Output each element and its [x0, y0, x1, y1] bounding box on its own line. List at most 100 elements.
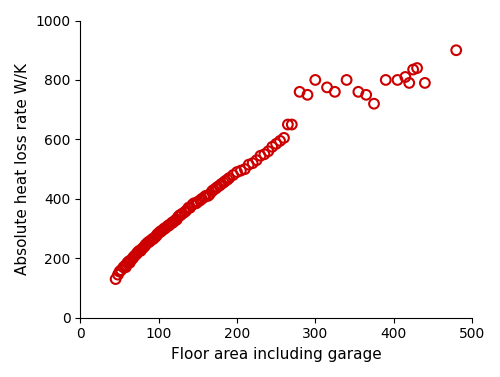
Point [139, 245, 147, 251]
Point [128, 257, 136, 263]
Point [198, 196, 206, 202]
Point [323, 84, 331, 90]
Point [134, 249, 141, 255]
Point [394, 77, 402, 83]
Point [248, 160, 256, 166]
Point [121, 263, 129, 269]
Point [264, 148, 272, 154]
Point [162, 224, 170, 230]
Point [229, 172, 237, 178]
Point [131, 252, 139, 258]
Point [160, 225, 168, 231]
Point [312, 77, 320, 83]
Point [276, 138, 284, 144]
Point [218, 181, 226, 187]
Point [233, 169, 241, 175]
Point [212, 185, 220, 192]
Point [452, 47, 460, 53]
Point [421, 80, 429, 86]
Point [200, 194, 208, 200]
Point [382, 77, 390, 83]
Point [190, 200, 198, 206]
Point [148, 236, 156, 242]
Point [221, 178, 229, 184]
Point [152, 233, 160, 239]
Point [244, 162, 252, 168]
Point [116, 269, 124, 275]
Point [133, 251, 141, 257]
Point [166, 221, 174, 227]
Point [157, 228, 165, 234]
Point [196, 197, 204, 203]
Point [120, 264, 128, 270]
Point [129, 255, 137, 261]
Point [272, 141, 280, 147]
Point [161, 225, 169, 231]
Point [184, 205, 192, 211]
Point [143, 241, 151, 247]
Point [170, 218, 178, 224]
Point [142, 242, 150, 248]
Point [186, 205, 194, 211]
Point [402, 74, 409, 80]
Point [165, 222, 173, 228]
Point [138, 246, 145, 252]
Point [147, 238, 155, 244]
Point [126, 260, 134, 266]
Point [280, 135, 288, 141]
Point [206, 192, 214, 198]
Point [182, 208, 190, 214]
Point [164, 222, 172, 228]
Point [220, 179, 228, 185]
Point [176, 212, 184, 218]
Point [409, 66, 417, 72]
Point [192, 200, 200, 206]
Point [405, 80, 413, 86]
Point [252, 157, 260, 163]
Point [202, 193, 209, 199]
Point [124, 260, 132, 266]
Point [169, 219, 177, 225]
Point [117, 267, 125, 273]
Point [176, 212, 184, 218]
Point [296, 89, 304, 95]
Point [180, 209, 188, 215]
Point [149, 236, 157, 242]
Point [288, 121, 296, 127]
Point [114, 271, 122, 277]
Point [413, 65, 421, 71]
Point [284, 121, 292, 127]
Point [153, 231, 161, 238]
Point [130, 254, 138, 260]
Point [260, 151, 268, 157]
Point [122, 264, 130, 270]
Point [140, 244, 148, 250]
Point [172, 217, 180, 223]
Point [146, 239, 154, 245]
Point [331, 89, 339, 95]
Point [210, 187, 218, 193]
Point [241, 166, 249, 172]
Point [136, 248, 144, 254]
Point [178, 211, 186, 217]
Point [168, 219, 176, 225]
Point [144, 239, 152, 245]
Point [370, 101, 378, 107]
Point [304, 92, 312, 98]
Point [256, 153, 264, 159]
Point [172, 217, 180, 223]
Point [225, 175, 233, 181]
Point [135, 248, 143, 254]
Point [354, 89, 362, 95]
Point [125, 258, 133, 264]
Point [224, 176, 232, 182]
Point [204, 193, 212, 199]
Point [151, 234, 159, 241]
Y-axis label: Absolute heat loss rate W/K: Absolute heat loss rate W/K [15, 63, 30, 275]
Point [174, 214, 182, 220]
Point [154, 230, 162, 236]
X-axis label: Floor area including garage: Floor area including garage [171, 347, 382, 362]
Point [268, 144, 276, 150]
Point [216, 182, 224, 188]
Point [208, 188, 216, 195]
